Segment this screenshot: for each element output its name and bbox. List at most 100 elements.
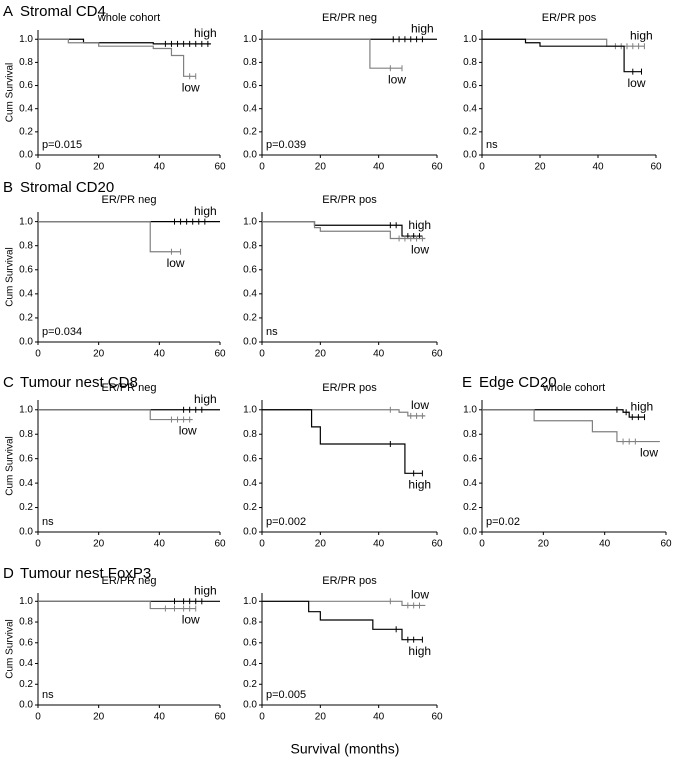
y-tick-label: 0.8 — [19, 429, 33, 440]
x-axis-label: Survival (months) — [291, 741, 400, 757]
x-tick-label: 0 — [35, 162, 41, 173]
x-tick-label: 20 — [534, 162, 546, 173]
section-label: E — [462, 374, 472, 391]
series-label: low — [388, 72, 406, 86]
y-tick-label: 0.2 — [19, 502, 33, 513]
y-tick-label: 0.8 — [463, 429, 477, 440]
y-tick-label: 0.4 — [243, 478, 257, 489]
survival-curve — [262, 38, 402, 69]
panel-title: ER/PR neg — [101, 382, 156, 394]
y-tick-label: 0.0 — [243, 527, 257, 538]
survival-curve — [262, 600, 423, 641]
series-label: high — [194, 26, 217, 40]
survival-curve — [262, 221, 426, 240]
series-label: low — [640, 446, 658, 460]
x-tick-label: 0 — [479, 162, 485, 173]
x-tick-label: 60 — [214, 712, 226, 723]
y-tick-label: 0.6 — [243, 453, 257, 464]
annotation: ns — [42, 689, 54, 701]
y-axis-label: Cum Survival — [5, 436, 16, 495]
annotation: p=0.015 — [42, 139, 82, 151]
y-tick-label: 0.8 — [243, 429, 257, 440]
y-tick-label: 0.4 — [243, 103, 257, 114]
panel-title: ER/PR pos — [542, 12, 597, 24]
y-tick-label: 0.0 — [243, 337, 257, 348]
x-tick-label: 60 — [214, 162, 226, 173]
y-tick-label: 1.0 — [243, 216, 257, 227]
y-tick-label: 0.0 — [19, 337, 33, 348]
x-tick-label: 20 — [315, 349, 327, 360]
y-tick-label: 1.0 — [19, 596, 33, 607]
y-axis-label: Cum Survival — [5, 63, 16, 122]
y-tick-label: 1.0 — [19, 216, 33, 227]
x-tick-label: 0 — [259, 349, 265, 360]
series-label: low — [628, 76, 646, 90]
y-tick-label: 0.0 — [19, 150, 33, 161]
y-tick-label: 1.0 — [19, 404, 33, 415]
y-tick-label: 0.0 — [463, 527, 477, 538]
annotation: ns — [266, 326, 278, 338]
series-label: low — [167, 256, 185, 270]
section-title: Tumour nest FoxP3 — [20, 565, 151, 582]
y-tick-label: 0.4 — [463, 478, 477, 489]
y-tick-label: 1.0 — [243, 596, 257, 607]
x-tick-label: 60 — [214, 539, 226, 550]
annotation: p=0.02 — [486, 516, 520, 528]
survival-curve — [482, 409, 660, 443]
x-tick-label: 20 — [93, 539, 105, 550]
y-tick-label: 1.0 — [243, 404, 257, 415]
y-tick-label: 1.0 — [19, 34, 33, 45]
y-tick-label: 0.6 — [243, 80, 257, 91]
annotation: p=0.034 — [42, 326, 82, 338]
y-tick-label: 0.4 — [243, 658, 257, 669]
survival-curve — [262, 409, 426, 417]
y-tick-label: 0.2 — [19, 126, 33, 137]
section-title: Edge CD20 — [479, 374, 557, 391]
series-label: high — [194, 204, 217, 218]
y-tick-label: 1.0 — [463, 34, 477, 45]
survival-curve — [38, 38, 196, 77]
panel-title: ER/PR neg — [101, 194, 156, 206]
y-tick-label: 0.6 — [463, 80, 477, 91]
series-label: low — [411, 243, 429, 257]
y-tick-label: 0.8 — [243, 240, 257, 251]
annotation: ns — [486, 139, 498, 151]
y-tick-label: 0.2 — [243, 313, 257, 324]
x-tick-label: 0 — [259, 162, 265, 173]
y-tick-label: 0.6 — [19, 453, 33, 464]
y-tick-label: 0.4 — [243, 288, 257, 299]
y-tick-label: 0.4 — [19, 658, 33, 669]
panel-title: ER/PR neg — [101, 575, 156, 587]
series-label: low — [182, 613, 200, 627]
x-tick-label: 20 — [538, 539, 550, 550]
x-tick-label: 60 — [431, 539, 443, 550]
series-label: high — [194, 392, 217, 406]
survival-curve — [262, 600, 426, 607]
y-tick-label: 0.8 — [19, 57, 33, 68]
annotation: p=0.005 — [266, 689, 306, 701]
panel-title: ER/PR neg — [322, 12, 377, 24]
x-tick-label: 0 — [35, 349, 41, 360]
y-tick-label: 0.8 — [19, 617, 33, 628]
x-tick-label: 60 — [431, 349, 443, 360]
y-tick-label: 0.8 — [19, 240, 33, 251]
x-tick-label: 20 — [93, 349, 105, 360]
y-tick-label: 1.0 — [463, 404, 477, 415]
series-label: high — [408, 644, 431, 658]
section-label: A — [3, 3, 13, 20]
y-tick-label: 0.2 — [463, 126, 477, 137]
y-tick-label: 0.4 — [19, 478, 33, 489]
x-tick-label: 20 — [315, 712, 327, 723]
y-tick-label: 0.8 — [243, 57, 257, 68]
y-tick-label: 0.2 — [243, 679, 257, 690]
y-tick-label: 0.2 — [19, 679, 33, 690]
x-tick-label: 20 — [93, 162, 105, 173]
series-label: high — [411, 21, 434, 35]
x-tick-label: 40 — [373, 162, 385, 173]
panel-title: ER/PR pos — [322, 575, 377, 587]
annotation: ns — [42, 516, 54, 528]
survival-curve — [262, 409, 423, 474]
section-label: D — [3, 565, 14, 582]
x-tick-label: 40 — [154, 712, 166, 723]
